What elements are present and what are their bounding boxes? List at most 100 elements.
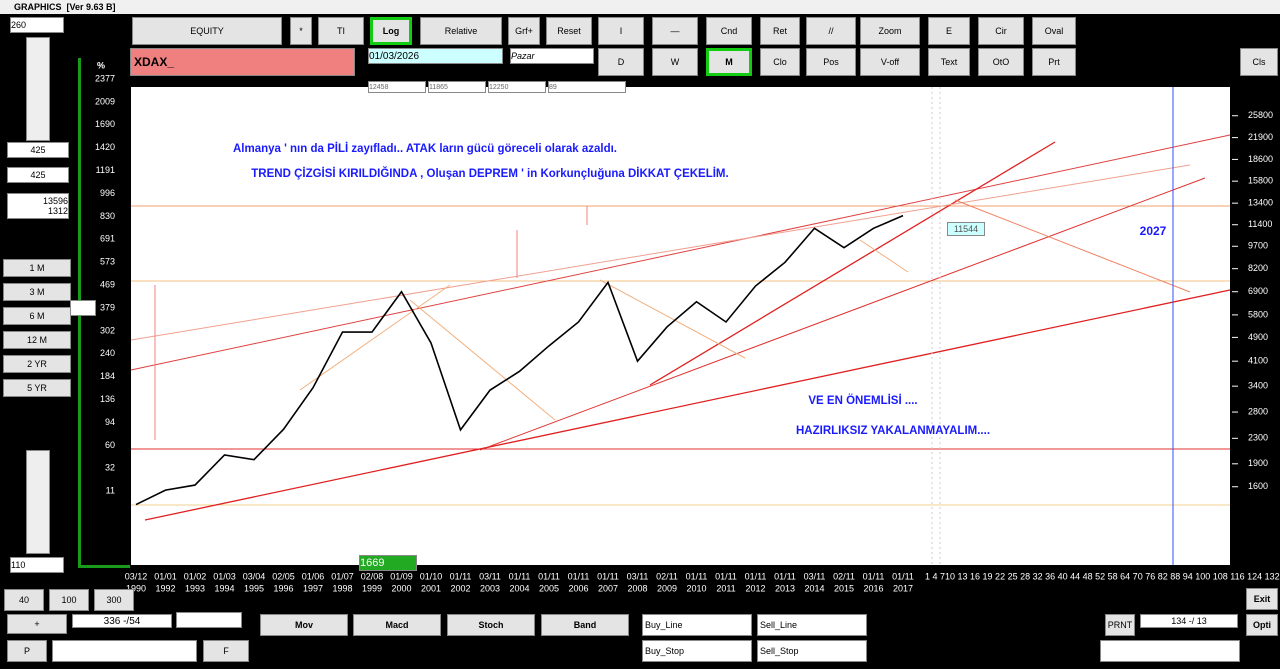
indicator-button[interactable]: Mov — [260, 614, 348, 636]
popup — [70, 300, 96, 316]
info-box: 13596 1312 — [7, 193, 69, 219]
future-ticks: 1 4 710 13 16 19 22 25 28 32 36 40 44 48… — [925, 571, 1280, 581]
annotation: VE EN ÖNEMLİSİ .... — [808, 394, 917, 407]
indicator-button[interactable]: Macd — [353, 614, 441, 636]
left-axis-label: 240 — [100, 348, 115, 358]
toolbar-button[interactable]: TI — [318, 17, 364, 45]
toolbar-button[interactable]: I — [598, 17, 644, 45]
left-axis-label: 830 — [100, 211, 115, 221]
field[interactable]: 425 — [7, 167, 69, 183]
period-button[interactable]: 12 M — [3, 331, 71, 349]
x-year-label: 1996 — [273, 583, 293, 593]
input-field: 260 — [10, 17, 64, 33]
order-checkbox[interactable]: Sell_Line — [757, 614, 867, 636]
toolbar-button[interactable]: // — [806, 17, 856, 45]
toolbar-button[interactable]: Cnd — [706, 17, 752, 45]
toolbar-button[interactable]: E — [928, 17, 970, 45]
left-axis-label: 32 — [105, 463, 115, 473]
annotation: HAZIRLIKSIZ YAKALANMAYALIM.... — [796, 425, 990, 437]
x-year-label: 2007 — [598, 583, 618, 593]
toolbar-button[interactable]: Grf+ — [508, 17, 540, 45]
toolbar-button[interactable]: — — [652, 17, 698, 45]
order-checkbox[interactable]: Buy_Line — [642, 614, 752, 636]
toolbar-button[interactable]: Cir — [978, 17, 1024, 45]
exit-button[interactable]: Exit — [1246, 588, 1278, 610]
toolbar-button[interactable]: * — [290, 17, 312, 45]
slider[interactable] — [176, 612, 242, 628]
y-tick-label: 15800 — [1248, 176, 1273, 186]
field[interactable]: 425 — [7, 142, 69, 158]
zoom-button[interactable]: 300 — [94, 589, 134, 611]
toolbar-button[interactable]: Ret — [760, 17, 800, 45]
indicator-button[interactable]: Stoch — [447, 614, 535, 636]
toolbar-button[interactable]: M — [706, 48, 752, 76]
toolbar-button[interactable]: Log — [370, 17, 412, 45]
scrollbar — [1100, 640, 1240, 662]
toolbar-button[interactable]: Zoom — [860, 17, 920, 45]
x-year-label: 1997 — [303, 583, 323, 593]
toolbar-button[interactable]: Prt — [1032, 48, 1076, 76]
toolbar-button[interactable]: D — [598, 48, 644, 76]
x-tick-label: 01/11 — [568, 571, 590, 581]
annotation: TREND ÇİZGİSİ KIRILDIĞINDA , Oluşan DEPR… — [251, 167, 728, 180]
y-tick-label: 3400 — [1248, 381, 1268, 391]
period-button[interactable]: 1 M — [3, 259, 71, 277]
y-tick-label: 1600 — [1248, 481, 1268, 491]
period-button[interactable]: 2 YR — [3, 355, 71, 373]
zoom-button[interactable]: 40 — [4, 589, 44, 611]
y-tick-label: 6900 — [1248, 286, 1268, 296]
print-button[interactable]: PRNT — [1105, 614, 1135, 636]
toolbar-button[interactable]: EQUITY — [132, 17, 282, 45]
next-button[interactable]: F — [203, 640, 249, 662]
x-year-label: 2002 — [450, 583, 470, 593]
readout: 89 — [548, 81, 626, 93]
y-tick-label: 9700 — [1248, 241, 1268, 251]
toolbar-button[interactable]: Reset — [546, 17, 592, 45]
left-axis-label: 379 — [100, 302, 115, 312]
close-button[interactable]: Cls — [1240, 48, 1278, 76]
left-axis-label: 136 — [100, 394, 115, 404]
x-tick-label: 01/11 — [450, 571, 472, 581]
x-year-label: 2016 — [863, 583, 883, 593]
toolbar-button[interactable]: Relative — [420, 17, 502, 45]
order-checkbox[interactable]: Sell_Stop — [757, 640, 867, 662]
x-year-label: 2010 — [686, 583, 706, 593]
day-field[interactable]: Pazar — [510, 48, 594, 64]
plus-button[interactable]: + — [7, 614, 67, 634]
toolbar-button[interactable]: Oval — [1032, 17, 1076, 45]
period-button[interactable]: 3 M — [3, 283, 71, 301]
left-axis-label: 302 — [100, 325, 115, 335]
symbol-field[interactable]: XDAX_ — [130, 48, 355, 76]
x-tick-label: 01/11 — [686, 571, 708, 581]
toolbar-button[interactable]: Text — [928, 48, 970, 76]
x-tick-label: 01/11 — [774, 571, 796, 581]
x-year-label: 2017 — [893, 583, 913, 593]
toolbar-button[interactable]: OtO — [978, 48, 1024, 76]
y-tick-label: 4900 — [1248, 332, 1268, 342]
left-axis-unit: % — [97, 60, 105, 70]
zoom-button[interactable]: 100 — [49, 589, 89, 611]
prev-button[interactable]: P — [7, 640, 47, 662]
indicator-button[interactable]: Band — [541, 614, 629, 636]
left-axis-label: 60 — [105, 440, 115, 450]
x-year-label: 2003 — [480, 583, 500, 593]
left-axis-label: 1420 — [95, 142, 115, 152]
toolbar-button[interactable]: W — [652, 48, 698, 76]
x-year-label: 1999 — [362, 583, 382, 593]
period-button[interactable]: 5 YR — [3, 379, 71, 397]
x-year-label: 2004 — [509, 583, 529, 593]
toolbar-button[interactable]: Clo — [760, 48, 800, 76]
left-axis-label: 1191 — [96, 165, 115, 175]
options-button[interactable]: Opti — [1246, 614, 1278, 636]
input-field: 110 — [10, 557, 64, 573]
x-tick-label: 01/11 — [892, 571, 914, 581]
toolbar-button[interactable]: V-off — [860, 48, 920, 76]
date-field[interactable]: 01/03/2026 — [368, 48, 503, 64]
toolbar-button[interactable]: Pos — [806, 48, 856, 76]
x-tick-label: 01/10 — [420, 571, 443, 581]
frame — [78, 565, 130, 568]
period-button[interactable]: 6 M — [3, 307, 71, 325]
readout: 11865 — [428, 81, 486, 93]
order-checkbox[interactable]: Buy_Stop — [642, 640, 752, 662]
